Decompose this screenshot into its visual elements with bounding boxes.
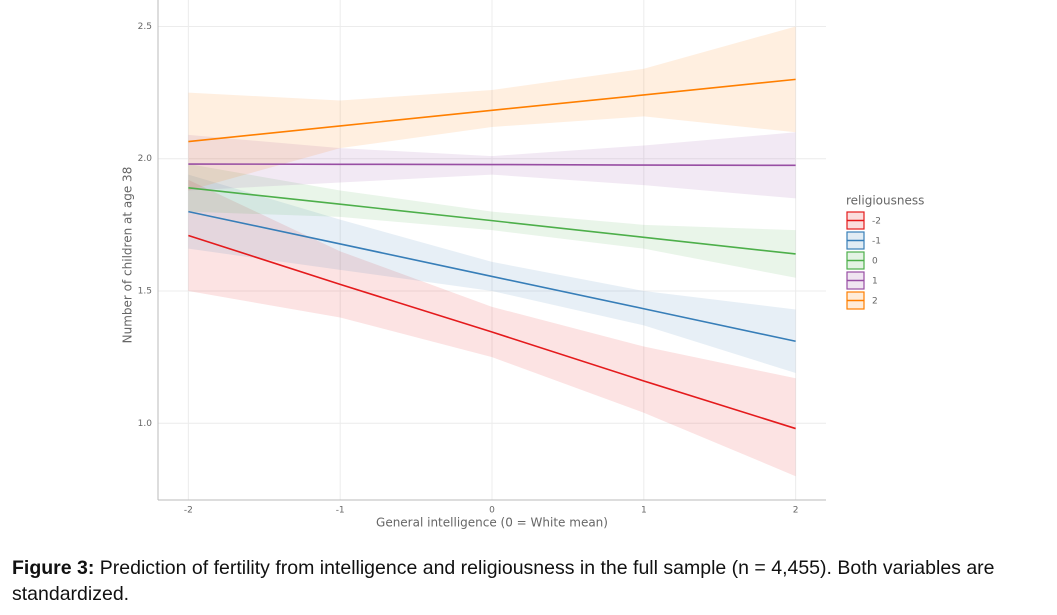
ribbon (188, 179, 796, 477)
ribbon (188, 174, 796, 374)
legend-label: 2 (872, 297, 878, 307)
legend-label: 1 (872, 277, 878, 287)
line (188, 234, 796, 430)
line (188, 78, 796, 143)
x-tick-label: 0 (489, 506, 495, 516)
legend-label: 0 (872, 257, 878, 267)
y-tick-label: 2.0 (138, 154, 153, 164)
caption-label: Figure 3: (12, 557, 95, 579)
y-tick-label: 2.5 (138, 22, 152, 32)
x-tick-label: -1 (336, 506, 345, 516)
y-tick-label: 1.0 (138, 419, 153, 429)
caption: Figure 3: Prediction of fertility from i… (12, 555, 1047, 607)
chart: General intelligence (0 = White mean) Nu… (121, 0, 924, 530)
line (188, 163, 796, 167)
ribbon (188, 26, 796, 191)
x-tick-label: 2 (793, 506, 799, 516)
line (188, 210, 796, 343)
legend-label: -1 (872, 237, 881, 247)
x-tick-label: -2 (184, 506, 193, 516)
legend-label: -2 (872, 217, 881, 227)
line (188, 187, 796, 255)
x-tick-label: 1 (641, 506, 647, 516)
x-axis-title: General intelligence (0 = White mean) (376, 516, 608, 530)
y-tick-label: 1.5 (138, 287, 152, 297)
legend-title: religiousness (846, 194, 924, 208)
y-axis-title: Number of children at age 38 (121, 167, 135, 344)
caption-text: Prediction of fertility from intelligenc… (12, 557, 995, 605)
